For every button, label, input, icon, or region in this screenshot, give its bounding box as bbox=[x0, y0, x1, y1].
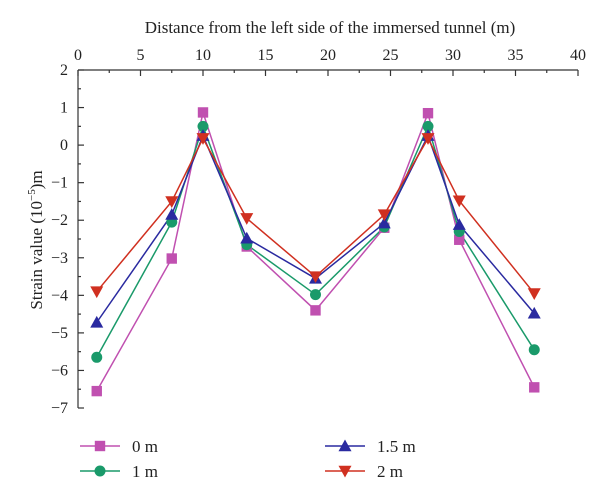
data-point bbox=[528, 344, 540, 356]
y-tick-label: −3 bbox=[51, 250, 68, 267]
legend-swatch-marker bbox=[338, 439, 352, 452]
x-tick-label: 0 bbox=[74, 47, 82, 64]
data-point bbox=[310, 289, 321, 301]
y-tick-label: −6 bbox=[51, 362, 68, 379]
data-point bbox=[452, 195, 466, 208]
y-tick-label: −7 bbox=[51, 400, 68, 417]
x-tick-label: 15 bbox=[258, 47, 274, 64]
y-tick-label: −5 bbox=[51, 325, 68, 342]
legend-label: 2 m bbox=[377, 462, 403, 481]
x-tick-label: 25 bbox=[383, 47, 399, 64]
legend-item: 2 m bbox=[325, 462, 403, 481]
data-point bbox=[197, 120, 209, 132]
data-point bbox=[90, 286, 104, 299]
series-line bbox=[96, 136, 535, 294]
data-point bbox=[310, 305, 321, 316]
data-point bbox=[196, 133, 210, 145]
legend-swatch-marker bbox=[338, 465, 352, 478]
x-tick-label: 30 bbox=[445, 47, 461, 64]
data-point bbox=[452, 218, 466, 230]
data-point bbox=[422, 120, 434, 132]
legend: 0 m 1 m 1.5 m 2 m bbox=[80, 437, 416, 481]
legend-item: 1.5 m bbox=[325, 437, 416, 456]
y-tick-label: −2 bbox=[51, 212, 68, 229]
series-4 bbox=[96, 136, 535, 294]
data-point bbox=[90, 315, 104, 328]
data-point bbox=[91, 351, 103, 363]
series-1 bbox=[96, 109, 535, 392]
x-tick-label: 5 bbox=[137, 47, 145, 64]
data-point bbox=[166, 253, 177, 264]
legend-swatch-marker bbox=[94, 465, 106, 477]
y-axis-title: Strain value (10−5)m bbox=[26, 170, 46, 309]
y-tick-label: −1 bbox=[51, 175, 68, 192]
x-tick-label: 10 bbox=[195, 47, 211, 64]
data-point bbox=[529, 382, 540, 393]
x-axis-title: Distance from the left side of the immer… bbox=[145, 18, 516, 37]
series-layer bbox=[90, 107, 541, 397]
data-point bbox=[377, 209, 391, 222]
data-point bbox=[165, 196, 179, 208]
legend-label: 0 m bbox=[132, 437, 158, 456]
legend-item: 1 m bbox=[80, 462, 158, 481]
data-point bbox=[527, 288, 541, 300]
x-tick-label: 20 bbox=[320, 47, 336, 64]
data-point bbox=[165, 208, 179, 220]
y-axis-title-main: Strain value (10 bbox=[27, 201, 46, 310]
data-point bbox=[197, 107, 209, 118]
legend-label: 1 m bbox=[132, 462, 158, 481]
data-point bbox=[527, 306, 541, 319]
series-markers-4 bbox=[90, 133, 541, 300]
y-tick-label: 0 bbox=[60, 137, 68, 154]
y-axis-title-exponent: −5 bbox=[26, 189, 38, 201]
data-point bbox=[422, 107, 434, 119]
data-point bbox=[240, 231, 254, 244]
x-tick-label: 35 bbox=[508, 47, 524, 64]
data-point bbox=[421, 133, 435, 145]
y-tick-label: 1 bbox=[60, 100, 68, 117]
series-line bbox=[96, 109, 535, 392]
legend-item: 0 m bbox=[80, 437, 158, 456]
data-point bbox=[309, 271, 322, 284]
series-line bbox=[96, 124, 535, 358]
data-point bbox=[454, 234, 465, 245]
series-markers-2 bbox=[91, 120, 540, 363]
data-point bbox=[240, 213, 254, 225]
data-point bbox=[91, 385, 102, 397]
y-tick-label: −4 bbox=[51, 287, 68, 304]
y-axis-title-unit: )m bbox=[27, 170, 46, 189]
x-tick-label: 40 bbox=[570, 47, 586, 64]
data-point bbox=[377, 216, 391, 229]
series-2 bbox=[96, 124, 535, 358]
legend-swatch-marker bbox=[94, 440, 106, 452]
legend-label: 1.5 m bbox=[377, 437, 416, 456]
y-tick-label: 2 bbox=[60, 62, 68, 79]
